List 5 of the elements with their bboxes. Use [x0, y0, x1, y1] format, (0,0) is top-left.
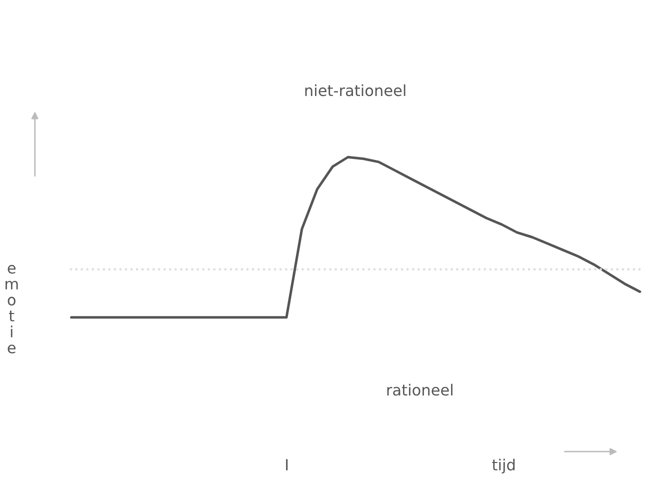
text: rationeel [387, 384, 452, 396]
text: niet-rationeel [305, 84, 406, 96]
y-axis-title: emotie [6, 264, 18, 354]
text: I [286, 459, 288, 470]
text: tijd [492, 458, 515, 474]
